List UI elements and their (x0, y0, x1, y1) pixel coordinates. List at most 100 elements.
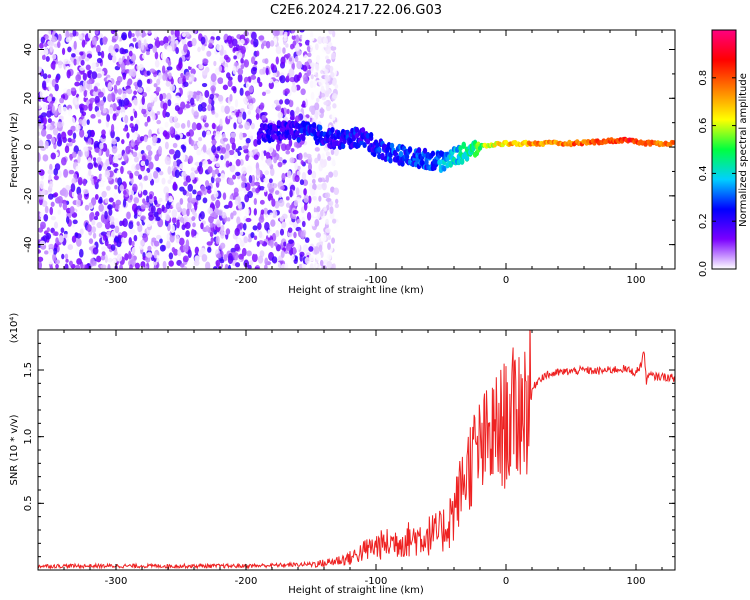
spectrogram-cell (143, 175, 149, 181)
spectrogram-cell (219, 50, 224, 56)
spectrogram-cell (279, 228, 285, 236)
spectrogram-cell (134, 144, 139, 151)
spectrogram-cell (244, 207, 250, 216)
spectrogram-cell (146, 195, 150, 203)
spectrogram-cell (65, 37, 71, 43)
spectrogram-cell (201, 45, 206, 51)
spectrogram-cell (218, 65, 223, 73)
snr-y-multiplier: (x10⁴) (9, 313, 20, 344)
colorbar-tick-label: 0.4 (698, 165, 709, 181)
spectrogram-cell (154, 59, 160, 68)
spectrogram-cell (182, 189, 187, 196)
spectrogram-cell (67, 137, 73, 143)
spectrogram-cell (332, 78, 337, 86)
spectrogram-signal-cell (368, 131, 374, 138)
spectrogram-cell (112, 113, 117, 121)
spectrogram-cell (118, 57, 123, 65)
spectrogram-cell (262, 163, 267, 168)
spectrogram-cell (187, 201, 192, 211)
spectrogram-cell (220, 154, 224, 161)
spectrogram-cell (96, 156, 102, 163)
spectrogram-cell (285, 196, 290, 201)
spectrogram-cell (255, 187, 260, 194)
spectrogram-marks (38, 30, 675, 269)
spectrogram-cell (214, 112, 219, 118)
spectrogram-cell (253, 198, 257, 206)
spectrogram-cell (149, 68, 156, 73)
spectrogram-cell (141, 155, 146, 162)
spectrogram-cell (52, 252, 57, 262)
spectrogram-cell (76, 112, 81, 120)
spectrogram-cell (149, 94, 155, 103)
spectrogram-cell (200, 222, 204, 230)
spectrogram-cell (49, 163, 53, 171)
spectrogram-cell (324, 76, 329, 85)
spectrogram-cell (91, 36, 96, 46)
spectrogram-cell (316, 88, 321, 97)
spectrogram-cell (69, 117, 76, 126)
spectrogram-cell (229, 106, 235, 112)
snr-x-tick-label: 100 (626, 576, 645, 587)
spectrogram-cell (64, 145, 70, 154)
spectrogram-y-tick-label: -20 (23, 188, 34, 204)
spectrogram-cell (332, 263, 336, 269)
spectrogram-cell (251, 187, 256, 193)
spectrogram-cell (42, 103, 49, 111)
spectrogram-signal-cell (398, 151, 404, 158)
spectrogram-cell (284, 31, 288, 37)
spectrogram-cell (195, 194, 202, 201)
spectrogram-cell (96, 73, 102, 79)
spectrogram-cell (42, 80, 47, 89)
spectrogram-cell (130, 177, 134, 184)
spectrogram-cell (102, 108, 107, 114)
spectrogram-cell (83, 188, 89, 195)
spectrogram-cell (165, 213, 170, 222)
spectrogram-cell (240, 64, 245, 70)
spectrogram-cell (93, 160, 97, 167)
spectrogram-cell (38, 256, 44, 262)
spectrogram-cell (248, 175, 253, 184)
spectrogram-cell (71, 177, 76, 185)
spectrogram-cell (58, 137, 63, 145)
spectrogram-cell (123, 97, 130, 106)
spectrogram-cell (143, 136, 148, 143)
spectrogram-cell (307, 195, 312, 204)
spectrogram-cell (140, 215, 146, 221)
colorbar-ticks: 0.0 0.2 0.4 0.6 0.8 (698, 70, 736, 277)
spectrogram-cell (254, 266, 260, 269)
spectrogram-cell (227, 76, 233, 81)
spectrogram-cell (50, 152, 56, 160)
spectrogram-cell (174, 30, 180, 38)
spectrogram-cell (161, 136, 166, 144)
spectrogram-cell (289, 157, 295, 164)
spectrogram-cell (57, 195, 63, 204)
spectrogram-cell (273, 80, 280, 88)
spectrogram-cell (148, 161, 154, 170)
spectrogram-cell (175, 202, 181, 211)
spectrogram-cell (289, 116, 295, 121)
spectrogram-cell (166, 240, 171, 249)
spectrogram-cell (96, 57, 103, 64)
spectrogram-cell (147, 43, 154, 49)
spectrogram-cell (181, 170, 187, 177)
spectrogram-cell (61, 253, 65, 260)
spectrogram-cell (258, 231, 263, 238)
spectrogram-cell (49, 180, 54, 189)
spectrogram-cell (211, 169, 216, 178)
spectrogram-cell (110, 123, 115, 133)
spectrogram-cell (271, 198, 276, 207)
spectrogram-cell (71, 53, 76, 58)
spectrogram-cell (201, 106, 207, 112)
spectrogram-cell (165, 57, 170, 64)
spectrogram-cell (140, 42, 145, 51)
spectrogram-cell (267, 182, 273, 190)
spectrogram-cell (155, 216, 161, 221)
spectrogram-x-tick-label: 0 (503, 275, 509, 286)
spectrogram-cell (297, 152, 303, 161)
spectrogram-cell (51, 136, 56, 145)
spectrogram-cell (215, 154, 220, 159)
spectrogram-cell (272, 72, 277, 77)
figure-title: C2E6.2024.217.22.06.G03 (270, 3, 442, 18)
spectrogram-cell (280, 250, 285, 259)
spectrogram-cell (95, 82, 101, 87)
